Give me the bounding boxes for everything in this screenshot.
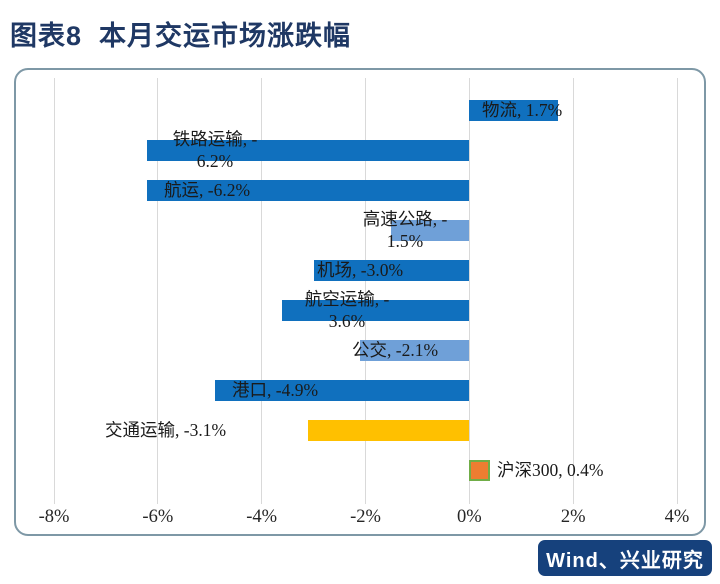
x-axis-tick-label: -4% — [246, 507, 278, 527]
bar-label: 公交, -2.1% — [352, 339, 438, 361]
bar-label: 港口, -4.9% — [232, 379, 318, 401]
bar-label: 物流, 1.7% — [482, 99, 562, 121]
source-badge: Wind、兴业研究 — [538, 540, 712, 576]
chart-bar — [469, 99, 558, 121]
gridline — [261, 78, 263, 504]
chart-bar — [313, 259, 470, 281]
source-badge-label: Wind、兴业研究 — [546, 549, 704, 572]
chart-bar — [147, 179, 470, 201]
gridline — [676, 78, 678, 504]
bar-label-line: 机场, -3.0% — [317, 260, 404, 280]
chart-canvas: -8% -6% -4% -2% 0% 2% 4% 物流, 1.7% 铁路运输, -6.2% 航运,… — [14, 68, 706, 536]
bar-label-line: 物流, 1.7% — [482, 100, 563, 120]
bar-label: 交通运输, -3.1% — [105, 419, 226, 441]
bar-label-line: 1.5% — [386, 231, 424, 251]
page-title: 图表8 本月交运市场涨跌幅 — [10, 21, 352, 51]
gridline — [572, 78, 574, 504]
bar-label-line: 高速公路, - — [362, 209, 448, 229]
bar-label: 航运, -6.2% — [164, 179, 250, 201]
gridline — [53, 78, 55, 504]
chart-bar — [360, 339, 470, 361]
bar-label-line: 港口, -4.9% — [232, 380, 319, 400]
chart-bar — [147, 139, 470, 161]
x-axis-tick-label: -6% — [142, 507, 174, 527]
bar-label: 铁路运输, -6.2% — [105, 128, 325, 172]
bar-label-line: 交通运输, -3.1% — [105, 420, 227, 440]
bar-label: 高速公路, -1.5% — [295, 208, 515, 252]
bar-label-line: 航运, -6.2% — [164, 180, 251, 200]
gridline — [365, 78, 366, 504]
chart-bar — [282, 299, 470, 321]
gridline — [468, 78, 470, 504]
bar-label: 机场, -3.0% — [317, 259, 403, 281]
bar-label: 航空运输, -3.6% — [237, 288, 457, 332]
bar-label-line: 公交, -2.1% — [352, 340, 439, 360]
x-axis-tick-label: -2% — [350, 507, 381, 527]
chart-bar — [391, 219, 470, 241]
chart-bar — [308, 419, 470, 441]
x-axis-tick-label: 4% — [664, 507, 690, 527]
bar-label-line: 6.2% — [196, 151, 234, 171]
chart-bar — [214, 379, 470, 401]
x-axis-tick-label: -8% — [38, 507, 70, 527]
x-axis-tick-label: 2% — [560, 507, 586, 527]
bar-label-line: 航空运输, - — [304, 289, 390, 309]
bar-label: 沪深300, 0.4% — [497, 459, 603, 481]
gridline — [157, 78, 159, 504]
x-axis-tick-label: 0% — [456, 507, 482, 527]
bar-label-line: 沪深300, 0.4% — [497, 460, 604, 480]
chart-bar — [469, 459, 491, 481]
bar-label-line: 3.6% — [328, 311, 366, 331]
bar-label-line: 铁路运输, - — [172, 129, 258, 149]
